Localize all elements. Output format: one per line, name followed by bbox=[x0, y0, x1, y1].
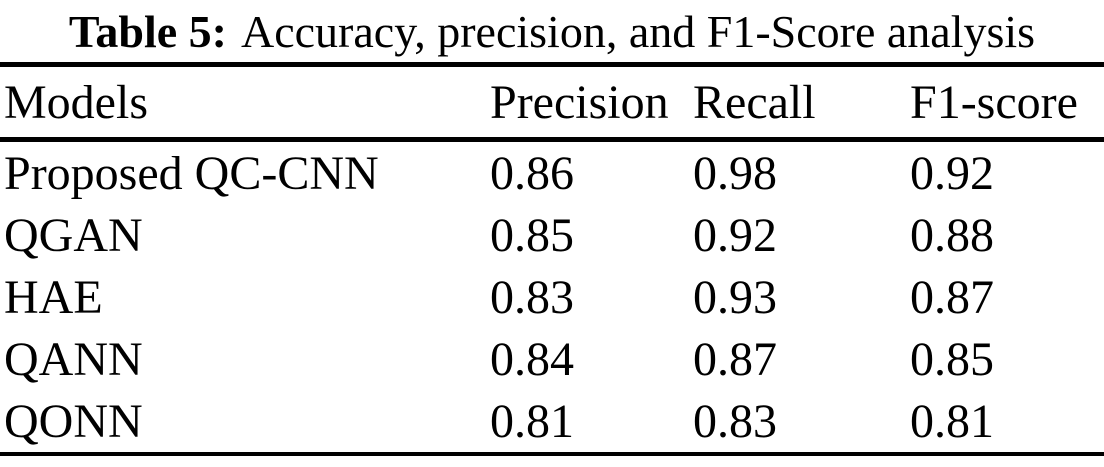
model-name-cell: QGAN bbox=[4, 208, 143, 262]
table-row: Proposed QC-CNN 0.86 0.98 0.92 bbox=[0, 140, 1104, 205]
recall-cell: 0.93 bbox=[693, 270, 777, 324]
table-row: QANN 0.84 0.87 0.85 bbox=[0, 328, 1104, 390]
model-name-cell: Proposed QC-CNN bbox=[4, 146, 379, 200]
col-header-f1-score: F1-score bbox=[910, 64, 1104, 142]
table-row: HAE 0.83 0.93 0.87 bbox=[0, 266, 1104, 328]
f1-score-cell: 0.81 bbox=[910, 394, 994, 448]
f1-score-cell: 0.92 bbox=[910, 146, 994, 200]
recall-cell: 0.98 bbox=[693, 146, 777, 200]
recall-cell: 0.92 bbox=[693, 208, 777, 262]
col-header-recall: Recall bbox=[693, 64, 910, 142]
recall-cell: 0.83 bbox=[693, 394, 777, 448]
caption-label: Table 5: bbox=[68, 6, 227, 57]
f1-score-cell: 0.85 bbox=[910, 332, 994, 386]
recall-cell: 0.87 bbox=[693, 332, 777, 386]
precision-cell: 0.83 bbox=[490, 270, 574, 324]
model-name-cell: QONN bbox=[4, 394, 143, 448]
precision-cell: 0.86 bbox=[490, 146, 574, 200]
model-name-cell: HAE bbox=[4, 270, 103, 324]
caption-text: Accuracy, precision, and F1-Score analys… bbox=[240, 6, 1036, 57]
table-row: QONN 0.81 0.83 0.81 bbox=[0, 390, 1104, 454]
f1-score-cell: 0.87 bbox=[910, 270, 994, 324]
col-header-precision: Precision bbox=[490, 64, 693, 142]
results-table: Models Precision Recall F1-score Propose… bbox=[0, 62, 1104, 456]
f1-score-cell: 0.88 bbox=[910, 208, 994, 262]
col-header-models: Models bbox=[0, 64, 490, 142]
header-row: Models Precision Recall F1-score bbox=[0, 64, 1104, 142]
model-name-cell: QANN bbox=[4, 332, 143, 386]
table-caption: Table 5: Accuracy, precision, and F1-Scor… bbox=[0, 0, 1104, 62]
precision-cell: 0.84 bbox=[490, 332, 574, 386]
table-row: QGAN 0.85 0.92 0.88 bbox=[0, 204, 1104, 266]
precision-cell: 0.85 bbox=[490, 208, 574, 262]
precision-cell: 0.81 bbox=[490, 394, 574, 448]
